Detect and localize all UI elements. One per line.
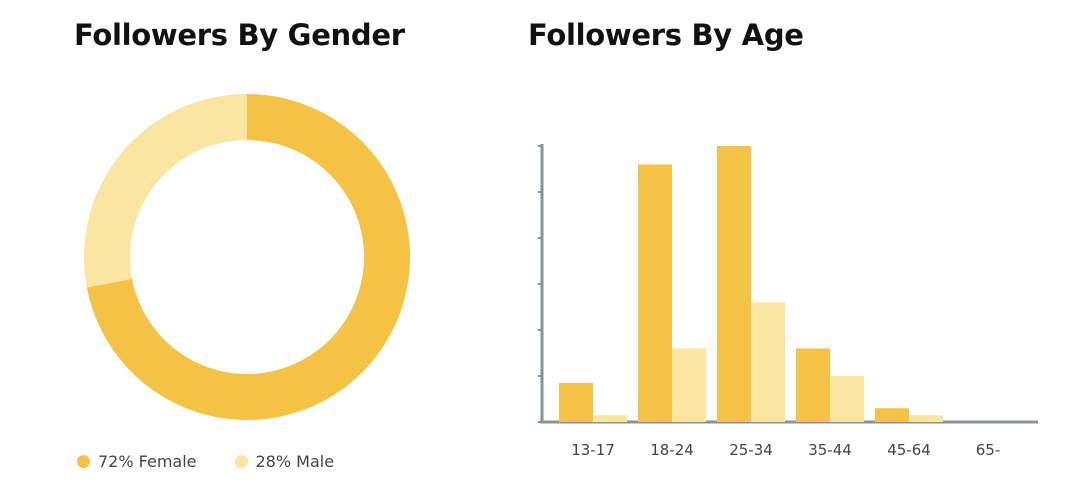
gender-chart-title: Followers By Gender bbox=[74, 18, 405, 52]
x-tick-label: 13-17 bbox=[571, 441, 615, 459]
bar-35-44-series-1 bbox=[830, 376, 864, 422]
bar-18-24-series-1 bbox=[672, 348, 706, 422]
legend-dot-female bbox=[77, 455, 90, 468]
legend-dot-male bbox=[234, 455, 248, 468]
bar-25-34-series-0 bbox=[717, 146, 751, 422]
age-bar-chart: 13-17 18-24 25-34 35-44 45-64 65- bbox=[538, 144, 1038, 459]
legend-label-male: 28% Male bbox=[255, 452, 335, 471]
donut-slice-male bbox=[83, 94, 247, 288]
legend-label-female: 72% Female bbox=[98, 452, 197, 471]
x-tick-label: 25-34 bbox=[729, 441, 773, 459]
bar-45-64-series-0 bbox=[875, 408, 909, 422]
legend-item-male: 28% Male bbox=[234, 452, 335, 471]
age-chart-title: Followers By Age bbox=[528, 18, 804, 52]
bar-35-44-series-0 bbox=[796, 348, 830, 422]
gender-legend: 72% Female 28% Male bbox=[77, 452, 372, 471]
x-tick-label: 35-44 bbox=[808, 441, 852, 459]
bar-45-64-series-1 bbox=[909, 415, 943, 422]
bar-13-17-series-1 bbox=[593, 415, 627, 422]
x-tick-label: 18-24 bbox=[650, 441, 694, 459]
gender-donut-chart bbox=[83, 94, 410, 420]
legend-item-female: 72% Female bbox=[77, 452, 197, 471]
x-tick-label: 45-64 bbox=[887, 441, 931, 459]
bar-18-24-series-0 bbox=[638, 164, 672, 422]
x-tick-label: 65- bbox=[976, 441, 1001, 459]
bar-13-17-series-0 bbox=[559, 382, 593, 422]
bar-25-34-series-1 bbox=[751, 302, 785, 422]
